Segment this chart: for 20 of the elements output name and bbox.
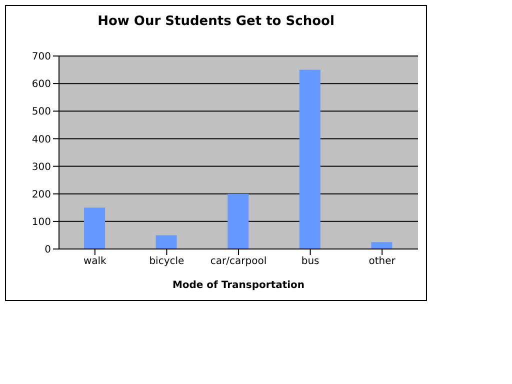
- bar: [371, 242, 392, 249]
- y-tick-label: 500: [32, 106, 51, 118]
- x-axis-title: Mode of Transportation: [172, 280, 305, 291]
- x-tick-label: bicycle: [149, 256, 184, 268]
- bar: [84, 208, 105, 249]
- x-tick-label: other: [368, 256, 396, 268]
- bar: [299, 70, 320, 249]
- y-tick-label: 200: [32, 189, 51, 200]
- chart-title: How Our Students Get to School: [96, 14, 336, 29]
- y-tick-label: 600: [32, 79, 51, 90]
- x-tick-label: bus: [301, 256, 320, 268]
- x-tick-label: car/carpool: [210, 256, 267, 268]
- y-tick-label: 300: [32, 162, 51, 173]
- y-tick-label: 400: [32, 134, 51, 146]
- y-tick-label: 100: [32, 216, 51, 228]
- bar: [228, 194, 249, 249]
- bar: [156, 235, 177, 249]
- y-tick-label: 0: [44, 244, 51, 256]
- y-tick-label: 700: [32, 52, 51, 63]
- x-tick-label: walk: [83, 256, 107, 268]
